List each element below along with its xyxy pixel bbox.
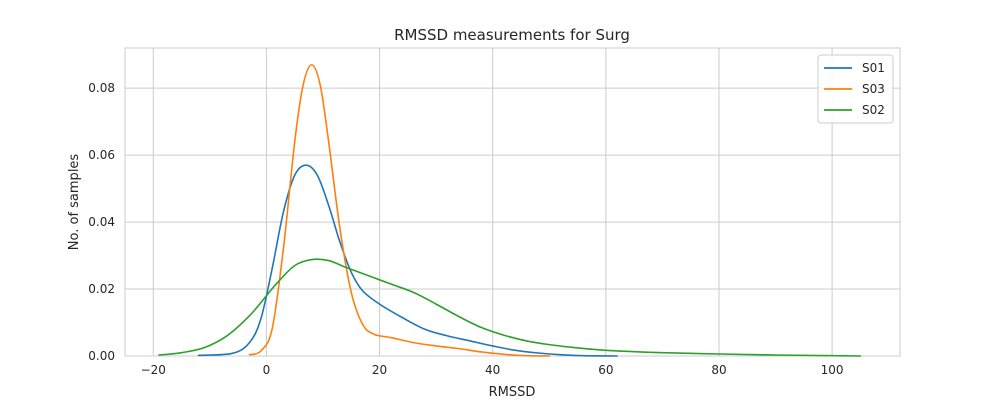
y-tick-label: 0.00 (88, 349, 115, 363)
series-layer (158, 63, 862, 357)
x-tick-label: 80 (711, 363, 726, 377)
y-tick-label: 0.02 (88, 282, 115, 296)
x-tick-label: −20 (141, 363, 166, 377)
plot-area (124, 47, 901, 357)
legend-label-s02: S02 (862, 103, 885, 117)
chart-title: RMSSD measurements for Surg (394, 26, 630, 44)
grid (125, 48, 900, 357)
y-tick-label: 0.08 (88, 81, 115, 95)
series-line-s03 (248, 63, 551, 357)
series-line-s02 (158, 258, 862, 357)
x-tick-label: 0 (263, 363, 271, 377)
y-tick-labels: 0.00 0.02 0.04 0.06 0.08 (88, 81, 115, 363)
x-tick-label: 40 (485, 363, 500, 377)
x-tick-label: 100 (821, 363, 844, 377)
x-axis-label: RMSSD (489, 385, 536, 400)
legend: S01 S03 S02 (817, 54, 894, 124)
legend-label-s03: S03 (862, 82, 885, 96)
legend-label-s01: S01 (862, 61, 885, 75)
y-tick-label: 0.04 (88, 215, 115, 229)
y-axis-label: No. of samples (67, 154, 82, 251)
x-tick-labels: −20 0 20 40 60 80 100 (141, 363, 844, 377)
y-tick-label: 0.06 (88, 148, 115, 162)
x-tick-label: 20 (372, 363, 387, 377)
series-line-s01 (197, 164, 618, 357)
x-tick-label: 60 (598, 363, 613, 377)
legend-box (817, 54, 894, 124)
